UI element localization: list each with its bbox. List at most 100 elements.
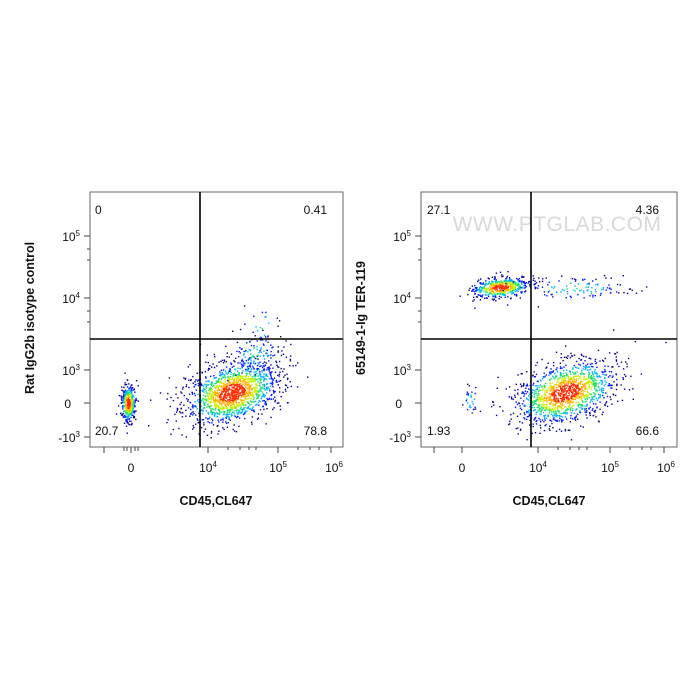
event-dot [604, 365, 606, 367]
event-dot [238, 384, 241, 386]
event-dot [569, 399, 571, 401]
event-dot [588, 283, 590, 286]
event-dot [576, 413, 579, 415]
event-dot [270, 371, 272, 373]
event-dot [211, 381, 213, 383]
event-dot [584, 383, 586, 385]
event-dot [123, 390, 126, 393]
event-dot [263, 393, 265, 396]
event-dot [124, 412, 127, 414]
event-dot [557, 385, 560, 387]
event-dot [467, 393, 469, 395]
event-dot [125, 396, 128, 399]
event-dot [593, 375, 595, 378]
event-dot [237, 377, 239, 380]
event-dot [234, 397, 237, 399]
event-dot [259, 386, 262, 389]
event-dot [258, 390, 261, 392]
event-dot [129, 386, 132, 388]
event-dot [536, 420, 538, 422]
event-dot [208, 391, 211, 394]
event-dot [129, 395, 132, 397]
event-dot [216, 381, 218, 383]
event-dot [220, 419, 222, 421]
event-dot [584, 409, 586, 411]
event-dot [198, 401, 200, 403]
event-dot [205, 387, 208, 389]
event-dot [223, 402, 225, 405]
event-dot [235, 431, 238, 433]
event-dot [568, 401, 570, 403]
event-dot [616, 283, 619, 286]
event-dot [228, 416, 230, 419]
event-dot [236, 375, 239, 377]
event-dot [249, 371, 251, 373]
event-dot [473, 291, 476, 293]
event-dot [244, 380, 246, 383]
event-dot [282, 370, 284, 373]
event-dot [516, 283, 518, 286]
event-dot [216, 399, 218, 401]
event-dot [228, 396, 231, 398]
event-dot [131, 394, 134, 396]
event-dot [538, 386, 541, 388]
event-dot [557, 397, 559, 400]
event-dot [212, 396, 215, 398]
event-dot [188, 379, 190, 381]
event-dot [586, 398, 589, 400]
event-dot [517, 433, 519, 435]
event-dot [225, 387, 227, 389]
event-dot [484, 293, 487, 296]
event-dot [208, 417, 210, 420]
event-dot [603, 377, 606, 380]
event-dot [268, 397, 271, 400]
event-dot [219, 393, 222, 395]
event-dot [269, 385, 272, 387]
event-dot [231, 405, 233, 407]
event-dot [237, 413, 239, 415]
event-dot [518, 402, 521, 405]
event-dot [217, 387, 220, 390]
event-dot [256, 384, 258, 386]
event-dot [604, 376, 606, 379]
event-dot [236, 395, 238, 398]
event-dot [582, 390, 584, 392]
event-dot [581, 399, 583, 401]
event-dot [499, 282, 501, 285]
event-dot [271, 371, 273, 373]
event-dot [131, 408, 134, 410]
event-dot [277, 366, 279, 368]
event-dot [569, 390, 571, 392]
event-dot [555, 387, 558, 389]
event-dot [129, 394, 131, 396]
event-dot [502, 289, 504, 292]
event-dot [203, 407, 206, 409]
event-dot [492, 292, 494, 294]
event-dot [481, 283, 484, 285]
event-dot [561, 386, 564, 388]
event-dot [590, 388, 592, 390]
event-dot [260, 347, 262, 349]
event-dot [175, 386, 177, 389]
event-dot [495, 286, 497, 288]
event-dot [575, 415, 578, 417]
event-dot [121, 399, 123, 401]
event-dot [570, 282, 572, 284]
event-dot [552, 405, 554, 407]
event-dot [258, 378, 260, 380]
event-dot [235, 403, 238, 406]
event-dot [606, 395, 609, 398]
event-dot [554, 286, 556, 288]
event-dot [503, 290, 505, 292]
event-dot [611, 376, 613, 378]
event-dot [254, 376, 256, 378]
event-dot [223, 383, 225, 385]
event-dot [132, 395, 134, 397]
event-dot [236, 350, 238, 353]
event-dot [259, 409, 262, 411]
event-dot [128, 398, 130, 401]
event-dot [481, 289, 483, 292]
event-dot [242, 404, 245, 406]
event-dot [237, 356, 240, 358]
event-dot [233, 384, 235, 387]
